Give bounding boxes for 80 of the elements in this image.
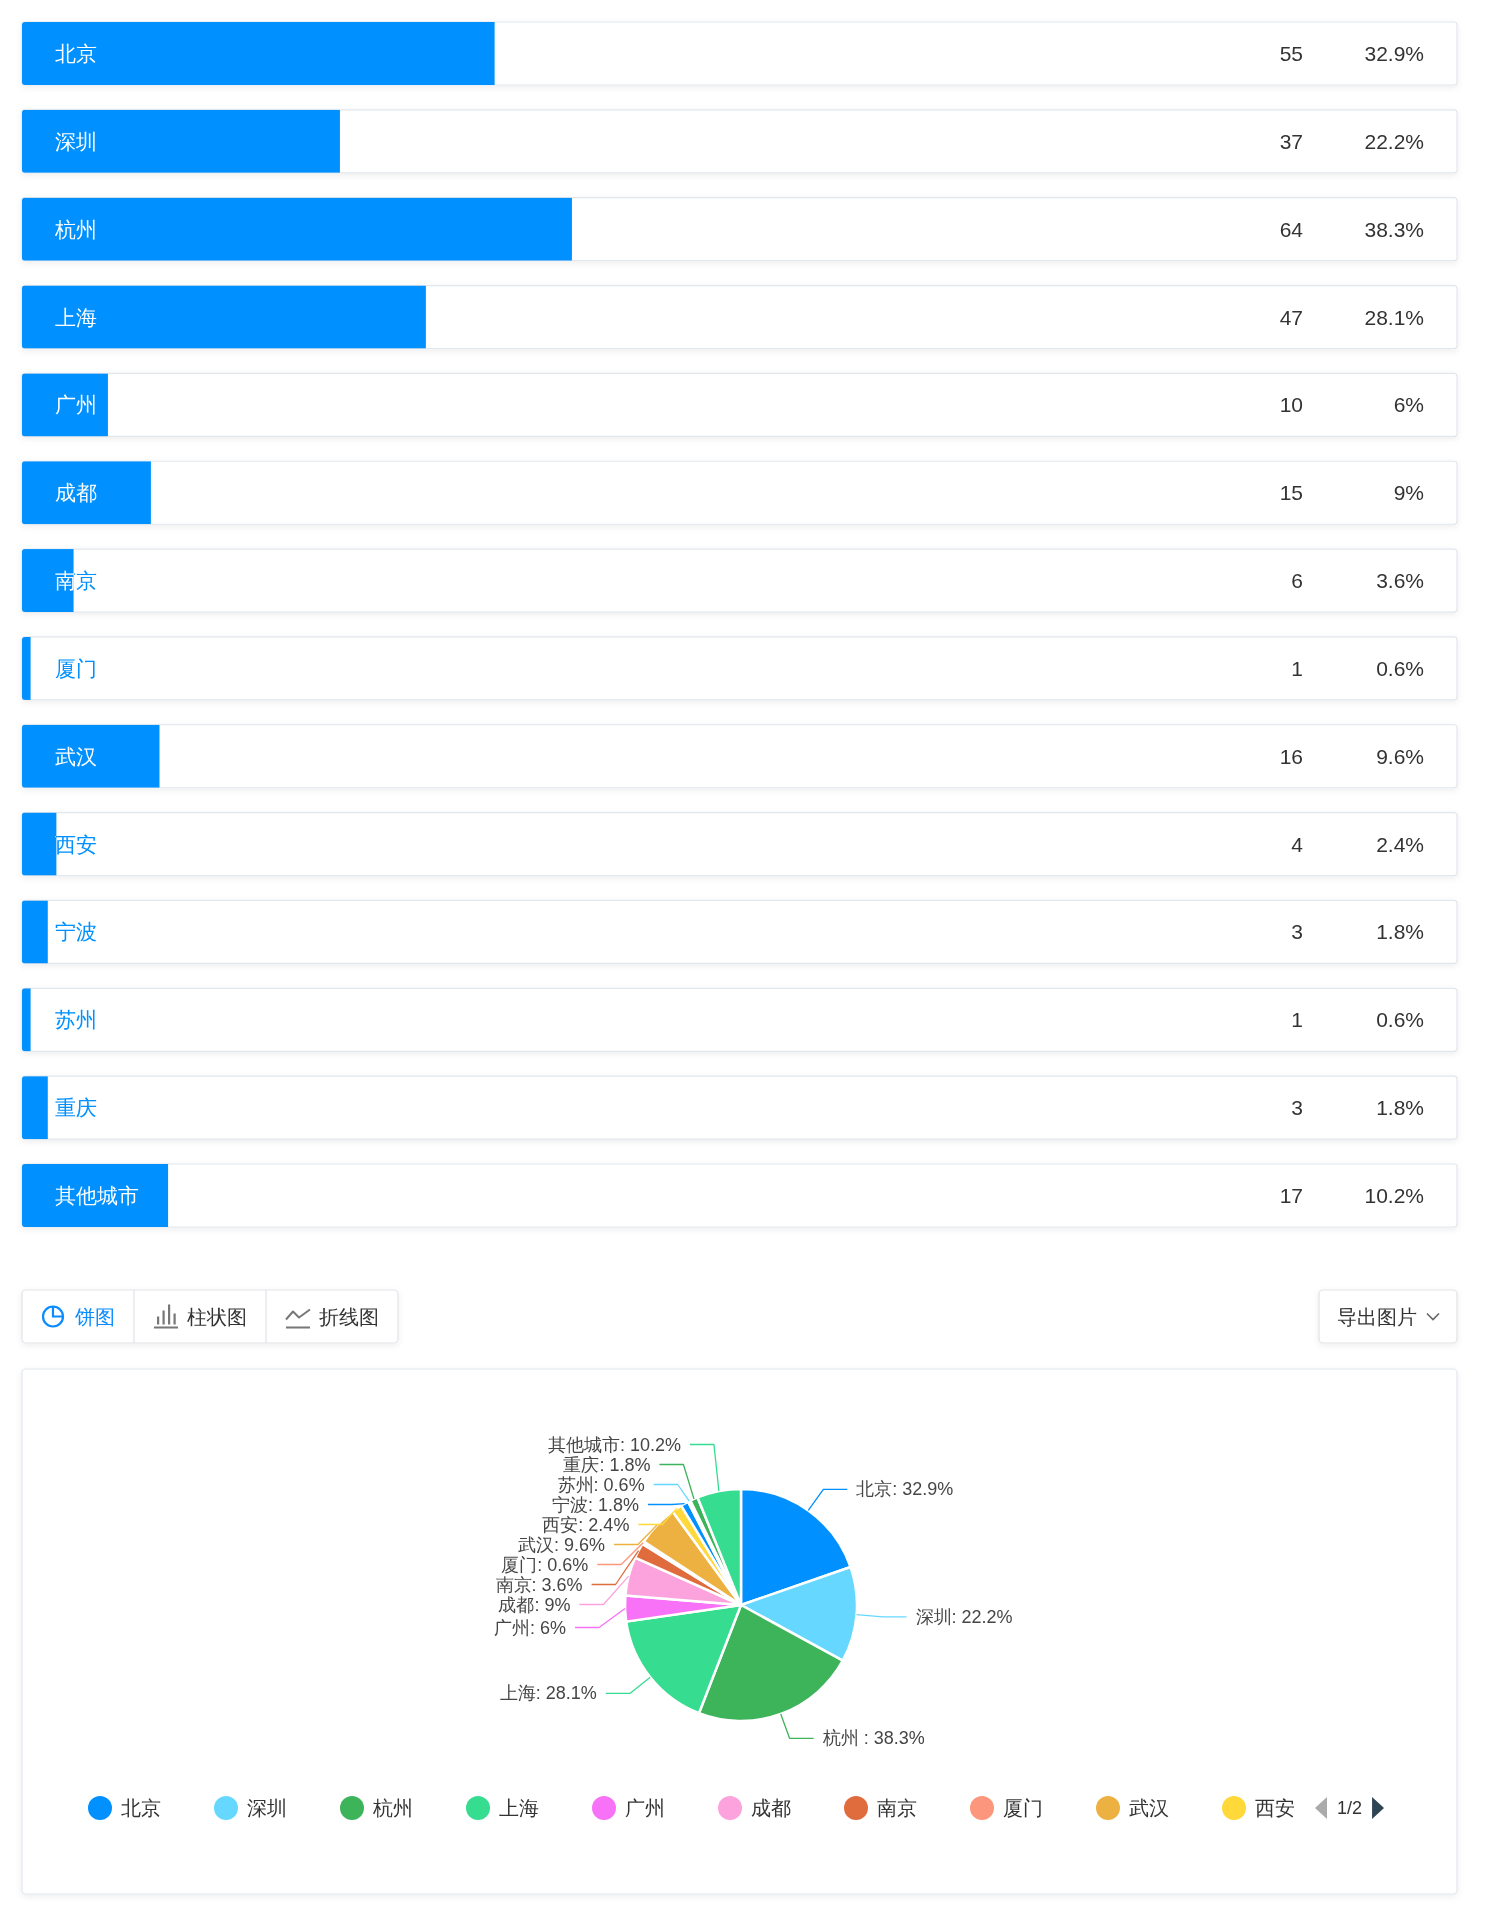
annotation: 2.4%	[1376, 832, 1424, 856]
data-label: 10	[1279, 393, 1303, 417]
y-tick-label: 苏州	[55, 1008, 97, 1032]
data-label: 1	[1291, 656, 1303, 680]
annotation: 0.6%	[1376, 656, 1424, 680]
slice-label: 广州	[494, 1617, 531, 1638]
data-label: : 2.4%	[578, 1514, 630, 1535]
slice-label: 北京	[856, 1479, 893, 1500]
slice-label: 杭州	[821, 1728, 859, 1749]
slice-label: 深圳	[915, 1606, 952, 1627]
data-label: 15	[1279, 481, 1303, 505]
slice-label: 上海	[499, 1683, 536, 1704]
slice-label: 厦门	[501, 1554, 538, 1575]
data-label: : 9.6%	[553, 1534, 605, 1555]
annotation: 1.8%	[1376, 1096, 1424, 1120]
slice-label: 重庆	[563, 1454, 600, 1475]
annotation: 3.6%	[1376, 569, 1424, 593]
data-label: 37	[1279, 129, 1303, 153]
data-label: : 0.6%	[537, 1554, 589, 1575]
annotation: 6%	[1393, 393, 1424, 417]
data-label: 4	[1291, 832, 1304, 856]
data-label: : 3.6%	[531, 1574, 583, 1595]
legend-label: 杭州	[372, 1797, 413, 1819]
annotation: 22.2%	[1364, 129, 1424, 153]
data-label: : 6%	[530, 1617, 567, 1638]
y-tick-label: 厦门	[55, 656, 97, 680]
legend-label: 西安	[1255, 1797, 1295, 1819]
data-label: 3	[1291, 920, 1303, 944]
annotation: 9.6%	[1376, 744, 1424, 768]
legend-label: 上海	[499, 1797, 539, 1819]
data-label: 64	[1279, 217, 1304, 241]
data-label: : 32.9%	[892, 1479, 954, 1500]
y-tick-label: 武汉	[55, 744, 97, 768]
slice-label: 西安	[542, 1514, 579, 1535]
legend-label: 武汉	[1129, 1797, 1169, 1819]
y-tick-label: 广州	[55, 393, 97, 417]
y-tick-label: 其他城市	[55, 1184, 139, 1207]
y-tick-label: 成都	[55, 481, 97, 505]
annotation: 1.8%	[1376, 920, 1424, 944]
data-label: 47	[1279, 305, 1303, 329]
legend-label: 成都	[751, 1797, 791, 1819]
slice-label: 其他城市	[547, 1434, 620, 1455]
export-button: 导出图片	[1318, 1289, 1458, 1344]
y-tick-label: 北京	[55, 42, 97, 65]
annotation: 28.1%	[1364, 305, 1424, 329]
legend-label: 深圳	[247, 1797, 287, 1819]
y-tick-label: 杭州	[54, 217, 97, 241]
data-label: 1	[1291, 1008, 1303, 1032]
y-tick-label: 重庆	[55, 1096, 97, 1120]
data-label: : 22.2%	[951, 1606, 1013, 1627]
slice-label: 南京	[495, 1574, 532, 1595]
annotation: 38.3%	[1364, 217, 1424, 241]
slice-label: 武汉	[517, 1534, 554, 1555]
data-label: : 38.3%	[858, 1728, 925, 1749]
y-tick-label: 深圳	[55, 129, 97, 153]
data-label: 16	[1279, 744, 1303, 768]
slice-label: 成都	[498, 1594, 535, 1615]
data-label: : 0.6%	[593, 1474, 645, 1495]
data-label: 55	[1279, 42, 1303, 65]
slice-label: 苏州	[557, 1474, 594, 1495]
legend-label: 广州	[625, 1797, 665, 1819]
data-label: 6	[1291, 569, 1303, 593]
annotation: 0.6%	[1376, 1008, 1424, 1032]
data-label: : 9%	[534, 1594, 571, 1615]
y-tick-label: 宁波	[55, 920, 97, 944]
slice-label: 宁波	[551, 1494, 588, 1515]
data-label: 3	[1291, 1096, 1303, 1120]
y-tick-label: 上海	[55, 305, 97, 329]
annotation: 9%	[1393, 481, 1424, 505]
data-label: : 1.8%	[587, 1494, 639, 1515]
annotation: 10.2%	[1364, 1184, 1424, 1207]
legend-pager: 1/2	[1315, 1797, 1385, 1819]
data-label: 17	[1279, 1184, 1303, 1207]
data-label: : 28.1%	[535, 1683, 597, 1704]
data-label: : 10.2%	[619, 1434, 681, 1455]
annotation: 32.9%	[1364, 42, 1424, 65]
legend-label: 南京	[877, 1797, 917, 1819]
data-label: : 1.8%	[599, 1454, 651, 1475]
legend-label: 北京	[121, 1797, 161, 1819]
legend-label: 厦门	[1003, 1797, 1043, 1819]
